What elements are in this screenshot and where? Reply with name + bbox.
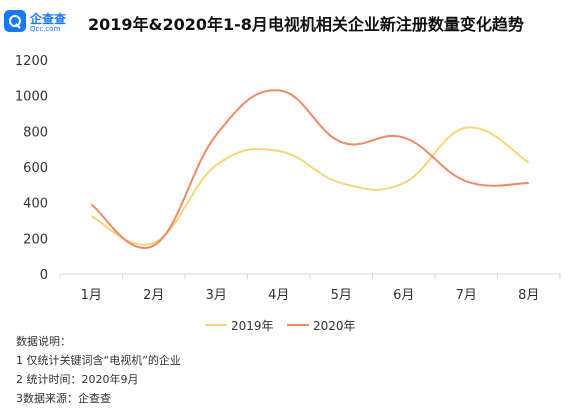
y-tick-label: 0	[40, 268, 48, 283]
chart-header: 企查查 Qcc.com 2019年&2020年1-8月电视机相关企业新注册数量变…	[4, 6, 576, 40]
x-tick-label: 2月	[143, 288, 164, 303]
x-tick-label: 5月	[331, 288, 352, 303]
magnifier-icon	[4, 10, 26, 32]
line-chart: 0 200 400 600 800 1000 1200 1月 2月 3月 4月 5月 6月 7月 8月	[15, 54, 561, 303]
logo-url: Qcc.com	[30, 25, 61, 33]
y-tick-label: 200	[23, 232, 48, 247]
data-point	[465, 126, 468, 129]
y-tick-label: 600	[23, 161, 48, 176]
legend-label-2020: 2020年	[313, 319, 356, 333]
legend-label-2019: 2019年	[231, 319, 274, 333]
note-time: 2 统计时间：2020年9月	[16, 373, 139, 386]
qcc-logo: 企查查 Qcc.com	[4, 8, 72, 36]
note-source: 3数据来源：企查查	[16, 392, 111, 405]
series-line-1	[90, 89, 529, 249]
chart-title: 2019年&2020年1-8月电视机相关企业新注册数量变化趋势	[88, 15, 524, 34]
data-point	[402, 182, 405, 185]
data-point	[152, 244, 155, 247]
x-tick-label: 6月	[393, 288, 414, 303]
y-tick-label: 800	[23, 125, 48, 140]
chart-legend: 2019年 2020年	[205, 316, 385, 334]
data-notes: 数据说明： 1 仅统计关键词含“电视机”的企业 2 统计时间：2020年9月 3…	[16, 332, 181, 408]
note-scope: 1 仅统计关键词含“电视机”的企业	[16, 354, 181, 367]
data-point	[340, 141, 343, 144]
notes-heading: 数据说明：	[16, 335, 71, 348]
data-point	[527, 161, 530, 164]
data-point	[215, 133, 218, 136]
data-point	[527, 182, 530, 185]
x-tick-label: 3月	[206, 288, 227, 303]
y-tick-label: 1000	[15, 90, 48, 105]
data-point	[277, 89, 280, 92]
x-tick-label: 8月	[518, 288, 539, 303]
y-tick-label: 400	[23, 197, 48, 212]
logo-name: 企查查	[30, 12, 67, 26]
data-point	[90, 215, 93, 218]
data-point	[340, 182, 343, 185]
series-line-0	[90, 126, 530, 246]
y-tick-label: 1200	[15, 54, 48, 69]
x-tick-label: 7月	[456, 288, 477, 303]
data-point	[215, 164, 218, 167]
data-point	[277, 149, 280, 152]
x-tick-label: 1月	[81, 288, 102, 303]
legend-swatch-2020	[287, 324, 309, 326]
data-point	[465, 180, 468, 183]
data-point	[402, 136, 405, 139]
x-tick-label: 4月	[268, 288, 289, 303]
legend-swatch-2019	[205, 324, 227, 326]
data-point	[90, 203, 93, 206]
